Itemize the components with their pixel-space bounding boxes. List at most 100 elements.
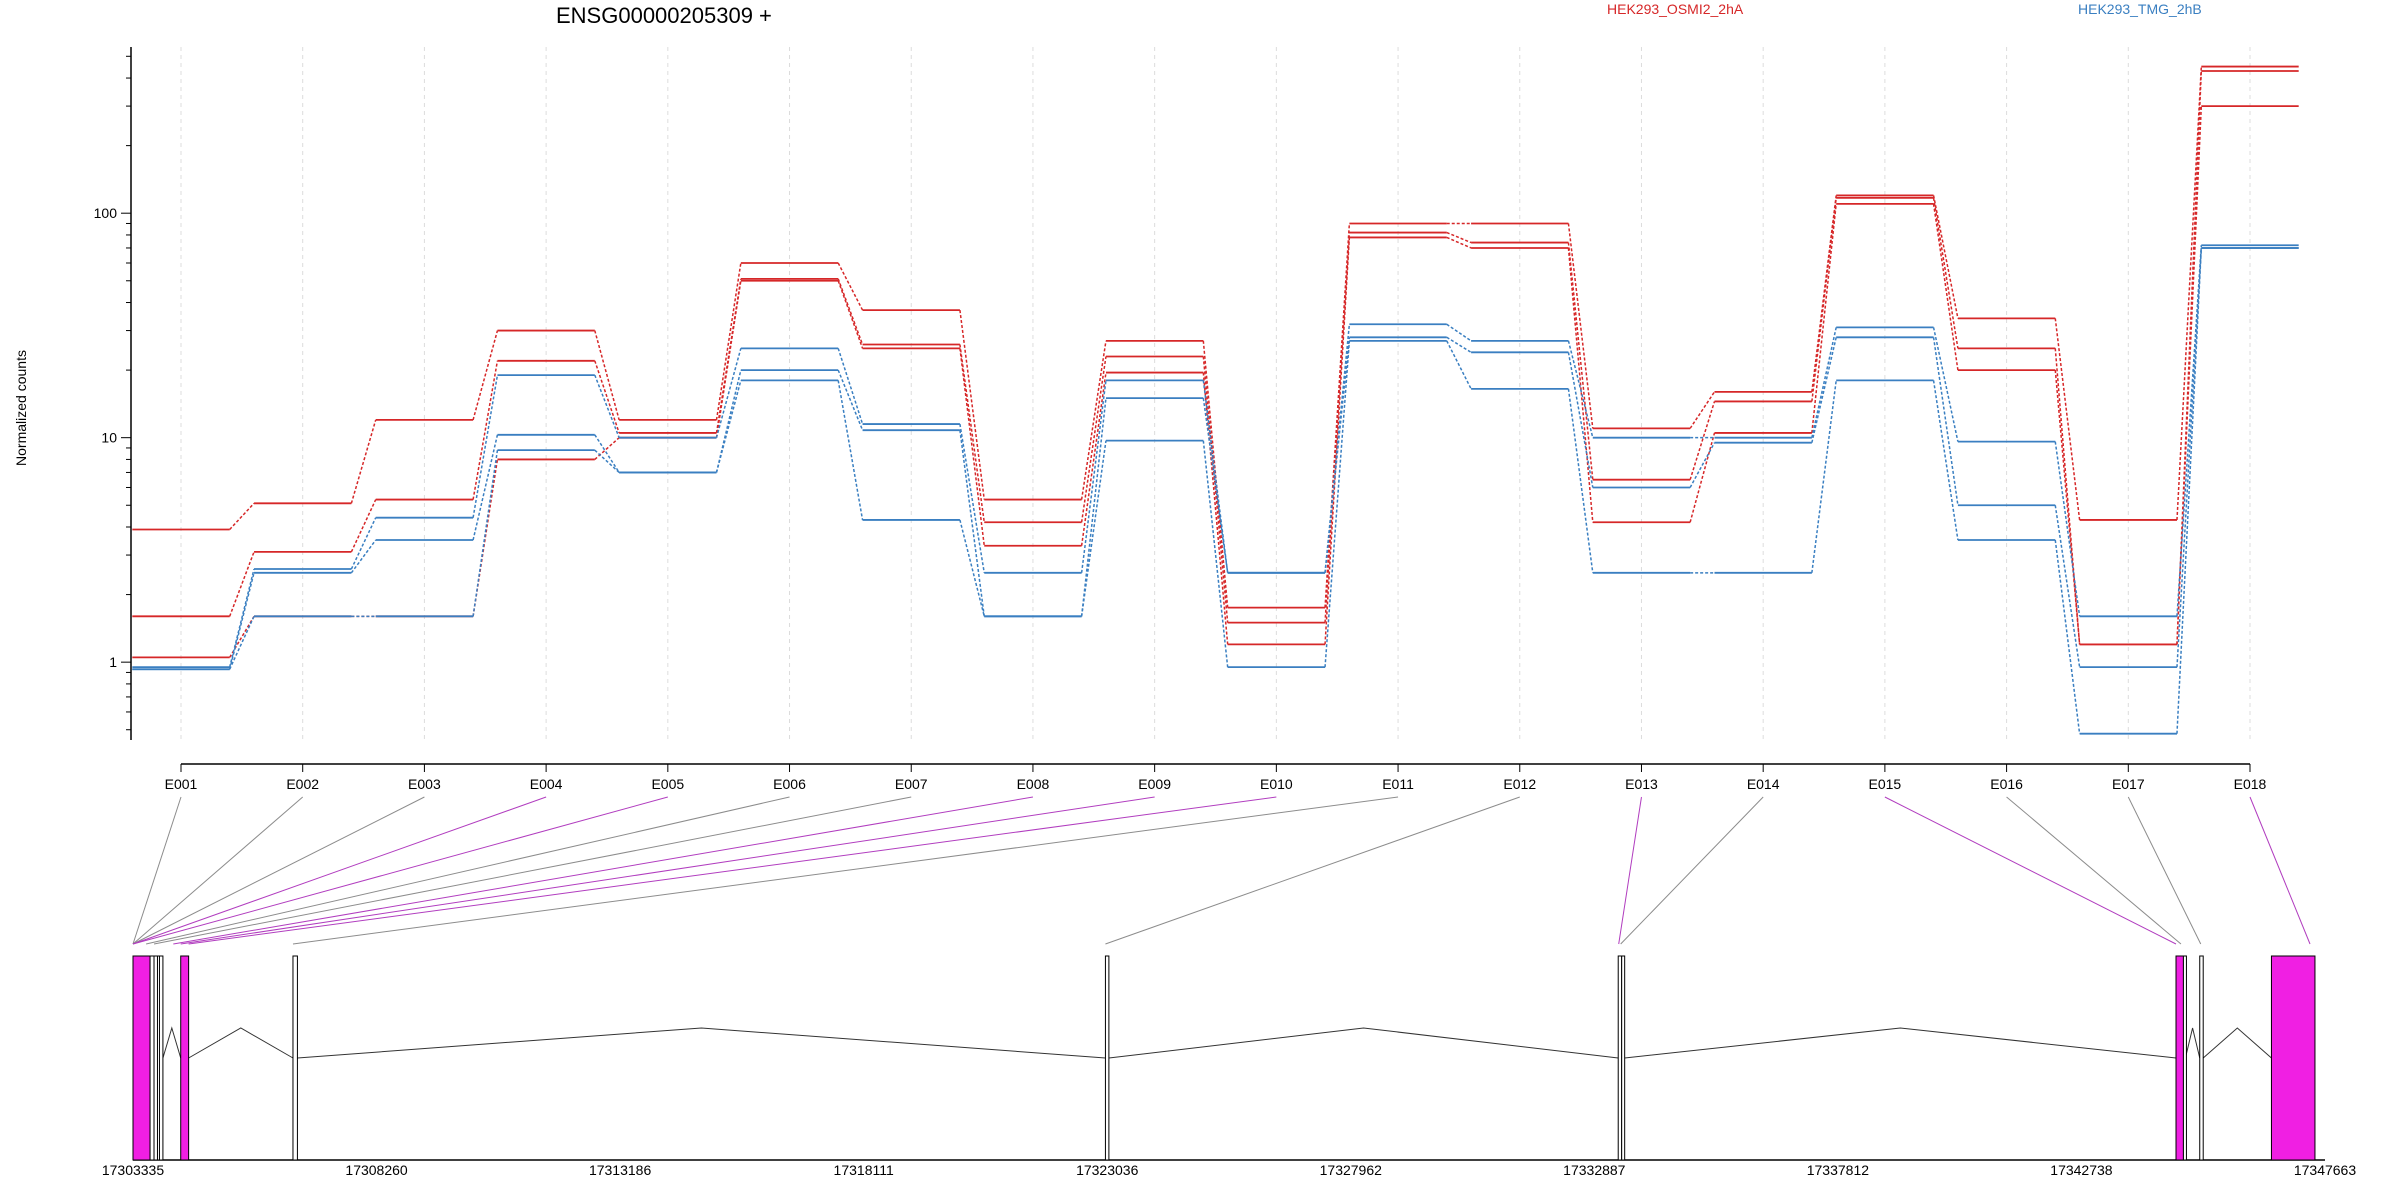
x-tick-label: E016 — [1990, 776, 2023, 792]
series-connector — [1567, 352, 1594, 488]
bin-link — [132, 796, 304, 945]
series-connector — [594, 434, 620, 473]
intron-line — [1624, 1027, 2177, 1059]
series-4 — [132, 244, 2299, 669]
series-connector — [1811, 197, 1837, 402]
series-connector — [1689, 442, 1716, 488]
series-connector — [959, 519, 985, 617]
exon-highlighted — [180, 955, 190, 1161]
x-tick-label: E002 — [286, 776, 319, 792]
series-connector — [1202, 372, 1229, 645]
bin-link — [292, 796, 1399, 945]
series-connector — [2054, 370, 2081, 645]
series-connector — [837, 262, 864, 311]
series-connector — [1324, 232, 1351, 623]
bin-link — [132, 796, 425, 945]
series-connector — [715, 348, 742, 438]
x-tick-label: E005 — [651, 776, 684, 792]
series-connector — [1446, 323, 1472, 342]
series-connector — [959, 423, 985, 573]
series-lines — [132, 65, 2299, 735]
series-connector — [594, 449, 620, 473]
y-axis: 1 10 100 — [94, 47, 132, 740]
series-connector — [350, 539, 377, 574]
bin-link — [132, 796, 547, 945]
exon — [292, 955, 298, 1161]
series-connector — [1202, 356, 1229, 623]
series-connector — [715, 262, 742, 421]
bin-link — [173, 796, 1034, 945]
y-tick-label: 10 — [101, 430, 117, 446]
series-connector — [1932, 203, 1959, 371]
bin-link — [2249, 796, 2311, 945]
series-connector — [2054, 441, 2081, 617]
intron-line — [162, 1026, 182, 1059]
exon — [2199, 955, 2204, 1161]
series-connector — [837, 278, 864, 345]
series-connector — [2176, 245, 2203, 617]
exon-highlighted — [2270, 955, 2316, 1161]
coordinate-label: 17332887 — [1563, 1162, 1626, 1178]
series-connector — [1689, 432, 1716, 523]
bin-link — [2006, 796, 2182, 945]
series-connector — [1689, 391, 1716, 429]
series-connector — [2054, 318, 2081, 521]
series-connector — [1202, 380, 1229, 573]
series-connector — [1446, 236, 1472, 249]
x-tick-label: E014 — [1747, 776, 1780, 792]
series-connector — [1811, 380, 1837, 573]
series-connector — [1811, 327, 1837, 438]
series-connector — [715, 280, 742, 438]
series-connector — [1324, 237, 1351, 645]
series-connector — [1932, 197, 1959, 349]
intron-line — [297, 1027, 1106, 1059]
coordinate-label: 17303335 — [102, 1162, 165, 1178]
bin-link — [145, 796, 790, 945]
coordinate-label: 17337812 — [1807, 1162, 1870, 1178]
series-connector — [1080, 398, 1107, 617]
series-connector — [228, 551, 255, 617]
x-tick-label: E009 — [1138, 776, 1171, 792]
x-axis: E001 E002 E003 E004 E005 E006 E007 E008 E009 E010… — [165, 763, 2267, 792]
series-connector — [472, 450, 499, 617]
exon — [158, 955, 164, 1161]
x-tick-label: E007 — [895, 776, 928, 792]
coordinate-label: 17347663 — [2294, 1162, 2357, 1178]
coordinate-label: 17318111 — [834, 1162, 894, 1178]
exon — [1621, 955, 1626, 1161]
series-5 — [132, 247, 2299, 671]
y-tick-label: 100 — [94, 205, 118, 221]
series-connector — [472, 374, 499, 518]
intron-line — [1108, 1027, 1619, 1059]
series-connector — [1446, 231, 1472, 244]
series-connector — [229, 502, 255, 530]
series-2 — [132, 70, 2299, 646]
series-connector — [472, 360, 499, 500]
series-connector — [1932, 195, 1959, 319]
intron-line — [2202, 1027, 2272, 1059]
bin-link — [132, 796, 182, 945]
exon — [1617, 955, 1623, 1161]
legend-tmg-label: HEK293_TMG_2hB — [2078, 1, 2202, 17]
exon — [149, 955, 155, 1161]
bin-link — [132, 796, 668, 945]
series-connector — [1811, 195, 1837, 392]
series-connector — [1080, 340, 1107, 500]
series-connector — [594, 360, 620, 434]
gene-title: ENSG00000205309 + — [556, 3, 772, 28]
series-connector — [1080, 380, 1107, 573]
intron-line — [2184, 1027, 2201, 1059]
series-connector — [1811, 337, 1837, 443]
exon — [153, 955, 158, 1161]
series-connector — [1932, 327, 1959, 442]
coordinate-label: 17313186 — [589, 1162, 652, 1178]
bin-link — [1105, 796, 1520, 945]
series-connector — [837, 380, 864, 521]
series-connector — [1689, 401, 1716, 480]
x-tick-label: E012 — [1503, 776, 1536, 792]
series-connector — [1202, 440, 1229, 668]
x-tick-label: E003 — [408, 776, 441, 792]
bin-link — [1884, 796, 2177, 945]
series-connector — [1932, 380, 1959, 541]
